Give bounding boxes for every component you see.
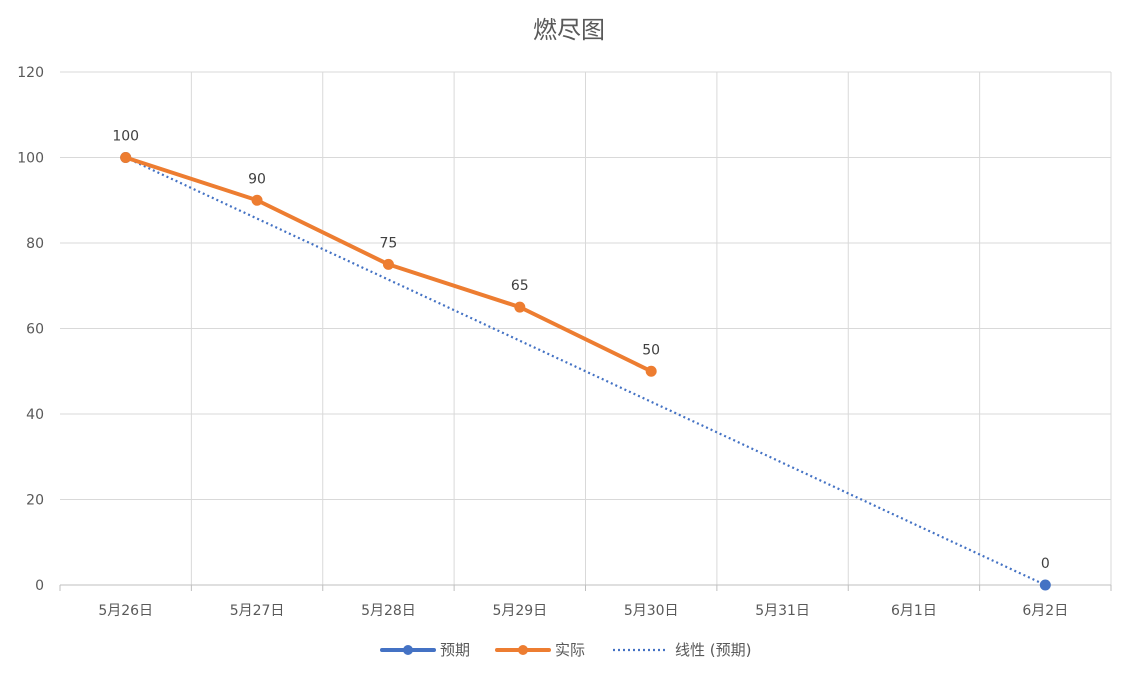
data-point-expected [1039,579,1051,591]
y-tick-label: 100 [17,151,44,167]
legend-marker-expected [403,645,413,655]
legend: 预期 实际 线性 (预期) [380,641,751,659]
legend-label-actual: 实际 [555,641,585,659]
data-point-actual [514,301,526,313]
data-label-expected: 0 [1041,556,1050,572]
legend-marker-actual [518,645,528,655]
x-tick-label: 5月31日 [755,603,810,619]
x-tick-label: 5月28日 [361,603,416,619]
series [120,152,1051,591]
y-tick-label: 80 [26,236,44,252]
chart-title: 燃尽图 [533,16,605,44]
legend-label-expected: 预期 [440,641,470,659]
data-point-actual [645,365,657,377]
legend-item-expected: 预期 [380,641,470,659]
x-tick-label: 5月29日 [492,603,547,619]
x-tick-label: 5月27日 [230,603,285,619]
grid [60,71,1112,585]
y-tick-label: 120 [17,65,44,81]
data-label-actual: 100 [112,129,139,145]
y-tick-label: 20 [26,493,44,509]
y-tick-label: 0 [35,578,44,594]
trendline-expected [125,156,1046,586]
data-point-actual [120,152,132,163]
x-tick-label: 5月26日 [98,603,153,619]
data-label-actual: 75 [380,235,398,251]
axes: 0 20 40 60 80 100 120 5月26日 5月27日 5月28日 5月29日 5月30日… [17,65,1112,619]
data-label-actual: 65 [511,278,529,294]
legend-item-trendline: 线性 (预期) [613,641,751,659]
x-tick-label: 6月1日 [891,603,937,619]
y-tick-label: 60 [26,322,44,338]
x-tick-label: 5月30日 [624,603,679,619]
data-point-actual [251,194,263,206]
data-label-actual: 50 [642,342,660,358]
y-tick-label: 40 [26,407,44,423]
legend-label-trendline: 线性 (预期) [675,641,751,659]
x-tick-label: 6月2日 [1022,603,1068,619]
legend-item-actual: 实际 [495,641,585,659]
data-labels: 0 100 90 75 65 50 [112,129,1049,573]
data-point-actual [382,258,394,270]
data-label-actual: 90 [248,171,266,187]
